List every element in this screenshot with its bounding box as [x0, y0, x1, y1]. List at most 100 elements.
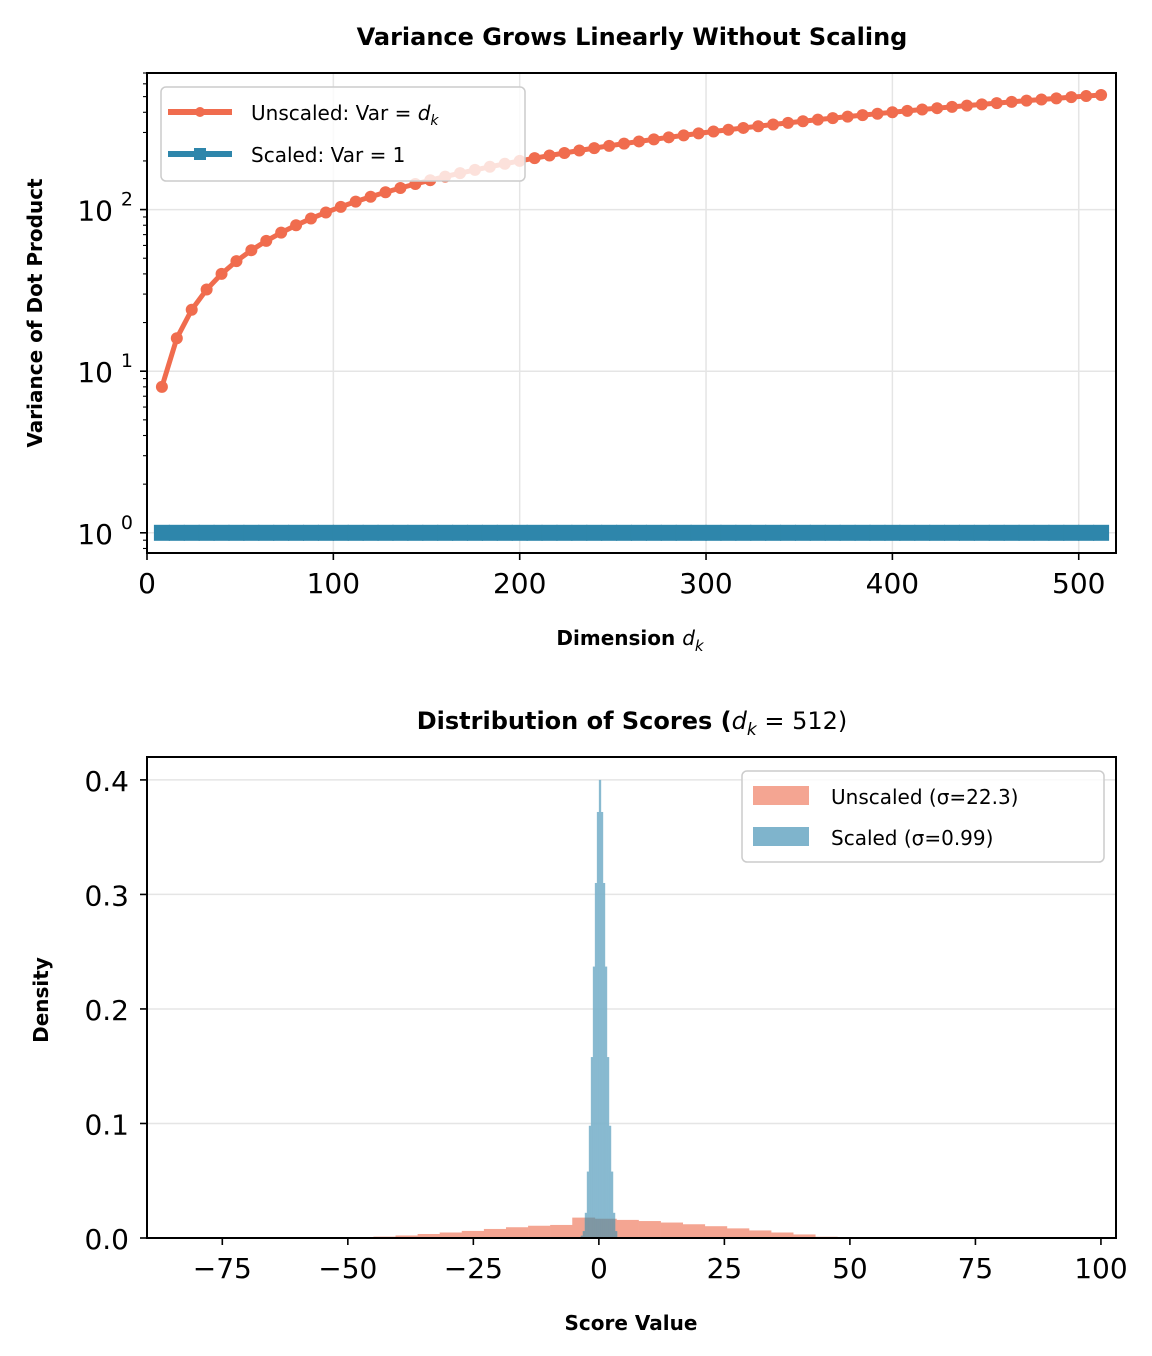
data-point-unscaled: [826, 112, 839, 125]
y-tick-exponent: 0: [121, 512, 133, 534]
data-point-unscaled: [796, 115, 809, 128]
score-title-suffix: = 512): [757, 707, 848, 735]
histogram-bar: [505, 1227, 529, 1238]
data-point-scaled: [496, 524, 513, 541]
data-point-unscaled: [364, 190, 377, 203]
x-label-math: d: [682, 626, 695, 650]
histogram-bar: [528, 1225, 551, 1238]
data-point-unscaled: [1065, 91, 1078, 104]
legend-box: [741, 770, 1105, 863]
data-point-scaled: [884, 524, 901, 541]
legend-swatch-scaled: [753, 827, 809, 846]
data-point-unscaled: [155, 380, 168, 393]
score-chart-x-label: Score Value: [565, 1311, 698, 1335]
data-point-scaled: [452, 524, 469, 541]
x-label-sub: k: [695, 637, 705, 655]
score-chart-y-ticks: 0.0 0.1 0.2 0.3 0.4: [84, 765, 147, 1256]
x-tick-label: 200: [493, 567, 546, 600]
histogram-bar: [771, 1232, 794, 1238]
score-chart-grid: [147, 779, 1116, 1125]
data-point-scaled: [377, 524, 394, 541]
histogram-bar: [594, 882, 598, 1238]
histogram-overlap-bar: [584, 1217, 588, 1238]
legend-box: [160, 86, 526, 182]
data-point-unscaled: [886, 106, 899, 119]
histogram-overlap-bar: [602, 1218, 606, 1238]
data-point-scaled: [317, 524, 334, 541]
data-point-scaled: [332, 524, 349, 541]
histogram-bar: [748, 1230, 772, 1238]
data-point-scaled: [794, 524, 811, 541]
data-point-scaled: [1033, 524, 1050, 541]
data-point-unscaled: [707, 125, 720, 138]
data-point-scaled: [481, 524, 498, 541]
data-point-scaled: [168, 524, 185, 541]
data-point-scaled: [839, 524, 856, 541]
x-tick-label: 100: [307, 567, 360, 600]
data-point-unscaled: [632, 135, 645, 148]
data-point-scaled: [228, 524, 245, 541]
data-point-unscaled: [528, 152, 541, 165]
data-point-scaled: [601, 524, 618, 541]
y-tick-label: 10: [77, 195, 113, 228]
y-tick-exponent: 1: [121, 350, 133, 372]
data-point-unscaled: [856, 109, 869, 122]
x-tick-label: −50: [318, 1252, 377, 1285]
data-point-unscaled: [782, 116, 795, 129]
score-chart-frame: [146, 756, 1117, 1239]
data-point-scaled: [422, 524, 439, 541]
series-line-unscaled: [159, 92, 1102, 388]
data-point-scaled: [824, 524, 841, 541]
data-point-scaled: [660, 524, 677, 541]
histogram-overlap-bar: [592, 1217, 596, 1238]
variance-chart-legend: Unscaled: Var = dk Scaled: Var = 1: [160, 86, 526, 182]
data-point-scaled: [183, 524, 200, 541]
legend-item-scaled: Scaled: Var = 1: [168, 143, 405, 167]
data-point-scaled: [466, 524, 483, 541]
histogram-bar: [550, 1224, 573, 1238]
histogram-bar: [660, 1222, 684, 1238]
data-point-scaled: [705, 524, 722, 541]
histogram-overlap-bar: [610, 1218, 614, 1238]
data-point-unscaled: [737, 121, 750, 134]
histogram-bar: [590, 1057, 594, 1238]
data-point-unscaled: [916, 103, 929, 116]
variance-chart-x-ticks: 0 100 200 300 400 500: [138, 553, 1105, 600]
data-point-unscaled: [260, 234, 273, 247]
data-point-unscaled: [319, 206, 332, 219]
data-point-unscaled: [811, 113, 824, 126]
data-point-unscaled: [558, 146, 571, 159]
data-point-scaled: [854, 524, 871, 541]
data-point-scaled: [1093, 524, 1110, 541]
y-tick-label: 0.4: [84, 765, 129, 798]
data-point-scaled: [437, 524, 454, 541]
score-chart-title: Distribution of Scores (dk = 512): [417, 707, 848, 740]
data-point-scaled: [720, 524, 737, 541]
data-point-scaled: [1063, 524, 1080, 541]
data-point-scaled: [973, 524, 990, 541]
y-tick-label: 10: [77, 518, 113, 551]
histogram-bar: [588, 1125, 592, 1238]
histogram-bar: [638, 1221, 661, 1238]
histogram-bar: [608, 1125, 612, 1238]
data-point-unscaled: [170, 332, 183, 345]
data-point-unscaled: [767, 118, 780, 131]
data-point-scaled: [153, 524, 170, 541]
histogram-bar: [461, 1230, 485, 1238]
data-point-unscaled: [1095, 88, 1108, 101]
x-tick-label: −25: [444, 1252, 503, 1285]
data-point-unscaled: [1005, 95, 1018, 108]
legend-label-unscaled: Unscaled: Var = dk: [251, 101, 439, 129]
data-point-unscaled: [722, 123, 735, 136]
data-point-unscaled: [379, 186, 392, 199]
histogram-series-scaled: [580, 779, 618, 1238]
data-point-scaled: [198, 524, 215, 541]
data-point-unscaled: [275, 226, 288, 239]
histogram-overlap-bar: [594, 1218, 598, 1238]
data-point-unscaled: [215, 267, 228, 280]
data-point-unscaled: [960, 99, 973, 112]
data-point-unscaled: [349, 195, 362, 208]
data-point-unscaled: [290, 219, 303, 232]
data-point-scaled: [511, 524, 528, 541]
data-point-scaled: [630, 524, 647, 541]
